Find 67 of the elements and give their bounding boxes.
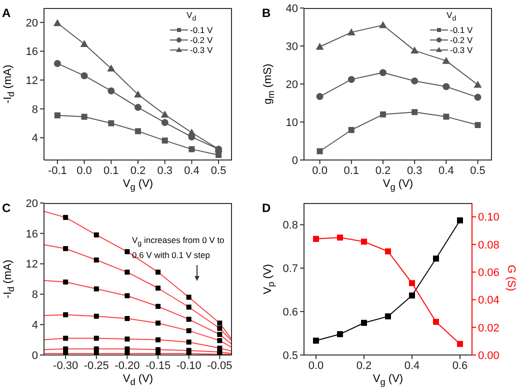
- x-tick-label: 0.0: [76, 164, 92, 177]
- x-tick-label: 0.4: [438, 164, 454, 177]
- y2-axis-title: G (S): [505, 264, 517, 294]
- y-tick-label: 0: [292, 154, 298, 167]
- x-tick-label: -0.20: [114, 360, 140, 372]
- y2-tick-label: 0.00: [478, 350, 500, 362]
- legend-label: -0.2 V: [450, 34, 473, 45]
- legend-label: -0.3 V: [450, 44, 473, 55]
- x-tick-label: 0.6: [452, 360, 468, 372]
- chart-title: A: [2, 6, 11, 20]
- y-tick-label: 8: [32, 289, 38, 302]
- x-tick-label: 0.2: [130, 164, 146, 177]
- y-tick-label: 4: [32, 320, 38, 332]
- y-tick-label: 0.8: [282, 220, 298, 232]
- y-tick-label: 0.5: [282, 350, 298, 362]
- x-tick-label: 0.3: [406, 164, 422, 177]
- y-tick-label: 12: [26, 258, 38, 271]
- y-tick-label: 16: [26, 228, 38, 240]
- x-tick-label: -0.25: [84, 360, 109, 372]
- x-tick-label: 0.0: [312, 164, 328, 177]
- x-tick-label: 0.4: [404, 360, 420, 372]
- y-tick-label: 10: [286, 116, 298, 129]
- x-tick-label: -0.05: [207, 360, 232, 372]
- x-tick-label: 0.0: [308, 360, 324, 372]
- x-axis-title: V$_{d}$ (V): [122, 373, 154, 388]
- x-tick-label: -0.15: [145, 360, 171, 372]
- x-tick-label: 0.1: [103, 164, 119, 177]
- x-tick-label: 0.3: [157, 164, 173, 177]
- y-tick-label: 0: [32, 350, 38, 362]
- legend-title: V$_{d}$: [186, 10, 198, 24]
- y-tick-label: 4: [32, 132, 38, 145]
- y-tick-label: 8: [32, 104, 38, 116]
- y-tick-label: 40: [286, 2, 298, 15]
- y2-tick-label: 0.04: [478, 294, 500, 307]
- y-tick-label: 12: [26, 74, 38, 87]
- y-tick-label: 20: [26, 17, 38, 30]
- legend-label: -0.3 V: [190, 44, 213, 55]
- x-axis-title: V$_{g}$ (V): [372, 373, 404, 388]
- y-tick-label: 20: [286, 78, 298, 91]
- x-tick-label: 0.1: [344, 164, 360, 177]
- y-tick-label: 30: [286, 40, 298, 53]
- y-tick-label: 0.7: [282, 263, 298, 276]
- y-tick-label: 0.6: [282, 306, 298, 318]
- x-tick-label: 0.2: [356, 360, 372, 372]
- y2-tick-label: 0.10: [478, 212, 500, 224]
- x-tick-label: -0.1: [48, 164, 67, 177]
- y2-tick-label: 0.02: [478, 322, 500, 334]
- y2-tick-label: 0.06: [478, 266, 500, 279]
- x-axis-title: V$_{g}$ (V): [122, 178, 154, 192]
- legend-label: -0.2 V: [190, 34, 213, 45]
- y2-tick-label: 0.08: [478, 239, 500, 252]
- chart-title: C: [2, 201, 11, 215]
- legend-title: V$_{d}$: [446, 10, 458, 24]
- x-tick-label: 0.4: [184, 164, 200, 177]
- x-tick-label: 0.2: [375, 164, 391, 177]
- legend-label: -0.1 V: [190, 24, 213, 35]
- annotation: V$_{g}$ increases from 0 V to 0.6 V with 0.1 V step: [132, 235, 226, 261]
- x-tick-label: 0.5: [470, 164, 486, 177]
- x-tick-label: 0.5: [210, 164, 226, 177]
- y-tick-label: 20: [26, 198, 38, 210]
- x-tick-label: -0.10: [176, 360, 202, 372]
- chart-title: B: [262, 6, 271, 20]
- legend-label: -0.1 V: [450, 24, 473, 35]
- chart-title: D: [262, 201, 271, 215]
- y-tick-label: 16: [26, 46, 38, 58]
- x-axis-title: V$_{g}$ (V): [382, 178, 414, 192]
- x-tick-label: -0.30: [53, 360, 78, 372]
